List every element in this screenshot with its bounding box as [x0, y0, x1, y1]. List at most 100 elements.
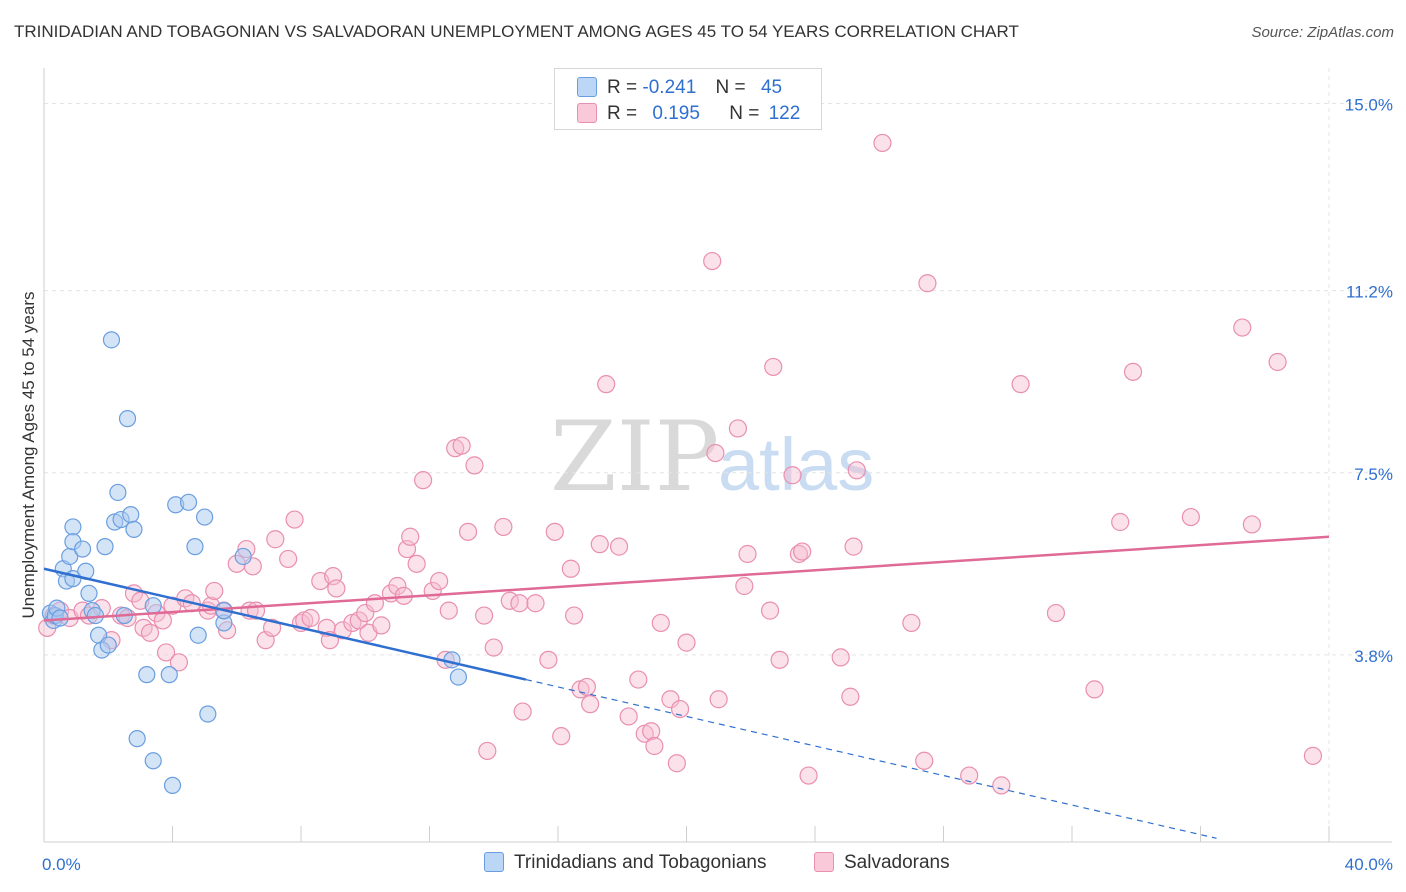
salvadorans-point: [561, 559, 580, 578]
salvadorans-point: [413, 471, 433, 490]
salvadorans-point: [301, 608, 320, 628]
blue-swatch-icon: [577, 77, 597, 97]
salvadorans-point: [1046, 603, 1066, 623]
salvadorans-point: [770, 650, 789, 669]
salvadorans-point: [709, 690, 728, 709]
pink-r-label: R =: [607, 103, 638, 124]
salvadorans-point: [789, 544, 809, 564]
trinidadians-point: [64, 518, 82, 536]
salvadorans-point: [841, 687, 860, 706]
y-tick-label: 11.2%: [1346, 283, 1393, 302]
salvadorans-point: [372, 616, 391, 635]
axes: [43, 68, 1392, 843]
salvadorans-point: [670, 699, 690, 719]
trinidadians-point: [99, 636, 117, 654]
chart-title: TRINIDADIAN AND TOBAGONIAN VS SALVADORAN…: [14, 22, 1019, 41]
salvadorans-point: [645, 736, 664, 756]
trinidadians-point: [443, 651, 461, 669]
salvadorans-point: [1085, 680, 1104, 699]
salvadorans-point: [526, 594, 545, 613]
salvadorans-point: [1268, 352, 1287, 372]
legend-item-trinidadians: Trinidadians and Tobagonians: [484, 852, 766, 874]
salvadorans-point: [494, 517, 513, 537]
blue-r-value: -0.241: [642, 77, 697, 98]
salvadorans-point: [279, 549, 298, 569]
salvadorans-point: [156, 643, 176, 662]
salvadorans-point: [452, 436, 471, 455]
salvadorans-point: [629, 670, 648, 689]
trinidadians-trend-line: [43, 567, 527, 681]
trinidadians-point: [144, 597, 162, 615]
blue-n-label: N =: [715, 77, 746, 98]
salvadorans-point: [285, 510, 304, 529]
salvadorans-point: [738, 544, 757, 564]
salvadorans-point: [388, 576, 407, 596]
salvadorans-point: [153, 611, 172, 630]
salvadorans-point: [915, 751, 934, 770]
legend-item-salvadorans: Salvadorans: [814, 852, 950, 874]
salvadorans-point: [619, 707, 638, 726]
salvadorans-point: [458, 522, 478, 541]
pink-r-value: 0.195: [652, 103, 700, 124]
trinidadians-point: [109, 483, 127, 502]
legend-label-trinidadians: Trinidadians and Tobagonians: [514, 852, 767, 873]
y-tick-label: 15.0%: [1345, 96, 1393, 115]
salvadorans-point: [590, 535, 609, 554]
trinidadians-point: [122, 506, 140, 524]
trinidadians-point: [160, 666, 178, 684]
salvadorans-point: [661, 690, 680, 709]
salvadorans-point: [799, 766, 818, 785]
salvadorans-point: [401, 527, 420, 546]
tick-labels: 3.8% 7.5% 11.2% 15.0% 0.0% 40.0%: [42, 96, 1393, 874]
trinidadians-point: [128, 730, 146, 748]
y-tick-label: 7.5%: [1354, 465, 1393, 484]
source-label: Source: ZipAtlas.com: [1251, 24, 1394, 41]
y-tick-label: 3.8%: [1354, 647, 1393, 666]
stats-row-blue: R = -0.241 N = 45: [577, 77, 782, 101]
salvadorans-point: [465, 456, 484, 475]
trinidadians-point: [96, 538, 114, 556]
trinidadians-point: [186, 538, 204, 556]
trinidadians-point: [73, 540, 92, 558]
trinidadians-point: [163, 776, 182, 794]
salvadorans-point: [703, 251, 722, 271]
salvadorans-point: [333, 621, 352, 640]
salvadorans-point: [205, 581, 224, 601]
salvadorans-point: [902, 613, 921, 633]
blue-r-label: R =: [607, 77, 638, 98]
trinidadians-point: [80, 584, 98, 602]
trinidadians-point: [196, 508, 214, 526]
salvadorans-point: [262, 618, 282, 637]
pink-n-value: 122: [768, 103, 801, 124]
salvadorans-point: [349, 611, 368, 630]
salvadorans-point: [844, 537, 863, 556]
salvadorans-point: [873, 133, 892, 153]
watermark: ZIP atlas: [550, 401, 874, 513]
trinidadians-point: [179, 493, 198, 511]
salvadorans-point: [1181, 507, 1200, 527]
salvadorans-point: [581, 695, 600, 714]
salvadorans-point: [407, 554, 426, 573]
salvadorans-point: [706, 443, 725, 463]
salvadorans-point: [960, 766, 979, 785]
salvadorans-point: [783, 466, 802, 485]
trinidadians-point: [189, 626, 207, 644]
salvadorans-point: [642, 722, 661, 741]
trinidadians-trend-extension: [525, 678, 1217, 839]
salvadorans-point: [764, 357, 783, 377]
salvadorans-point: [728, 419, 748, 438]
salvadorans-point: [831, 648, 850, 667]
trend-lines: [43, 535, 1330, 839]
stats-legend: R = -0.241 N = 45 R = 0.195 N = 122: [554, 68, 822, 130]
salvadorans-point: [992, 776, 1011, 795]
salvadorans-point: [1123, 362, 1143, 381]
trinidadians-point: [118, 410, 137, 428]
salvadorans-point: [677, 633, 696, 652]
x-tick-label: 40.0%: [1345, 855, 1393, 874]
salvadorans-points: [38, 133, 1323, 795]
salvadorans-point: [169, 653, 189, 672]
watermark-zip: ZIP: [550, 401, 719, 513]
salvadorans-point: [564, 606, 584, 625]
y-axis-label: Unemployment Among Ages 45 to 54 years: [19, 291, 38, 619]
